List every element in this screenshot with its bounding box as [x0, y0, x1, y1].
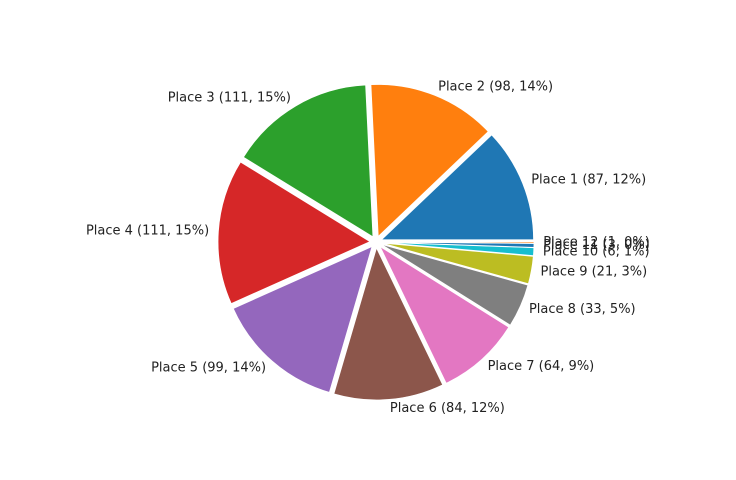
pie-slice-2: [370, 84, 489, 238]
pie-label-4: Place 4 (111, 15%): [86, 224, 209, 239]
pie-slice-7: [379, 245, 510, 384]
pie-slice-3: [242, 84, 374, 238]
pie-slice-4: [217, 161, 371, 305]
pie-label-12: Place 12 (1, 0%): [543, 235, 650, 250]
pie-label-1: Place 1 (87, 12%): [531, 172, 646, 187]
pie-slice-9: [381, 242, 534, 285]
pie-label-3: Place 3 (111, 15%): [168, 91, 291, 106]
pie-label-9: Place 9 (21, 3%): [541, 264, 648, 279]
pie-label-8: Place 8 (33, 5%): [529, 302, 636, 317]
pie-labels: Place 1 (87, 12%) Place 2 (98, 14%) Place …: [86, 79, 650, 416]
pie-label-2: Place 2 (98, 14%): [438, 79, 553, 94]
pie-slice-6: [333, 246, 444, 401]
pie-label-11: Place 11 (3, 0%): [543, 238, 650, 253]
pie-label-5: Place 5 (99, 14%): [151, 360, 266, 375]
pie-label-6: Place 6 (84, 12%): [390, 401, 505, 416]
pie-slice-8: [381, 244, 529, 326]
pie-label-7: Place 7 (64, 9%): [488, 359, 595, 374]
pie-label-10: Place 10 (6, 1%): [543, 245, 650, 260]
pie-slices: [217, 84, 535, 401]
pie-slice-1: [380, 134, 534, 241]
pie-slice-5: [232, 245, 373, 393]
pie-slice-12: [381, 241, 535, 244]
